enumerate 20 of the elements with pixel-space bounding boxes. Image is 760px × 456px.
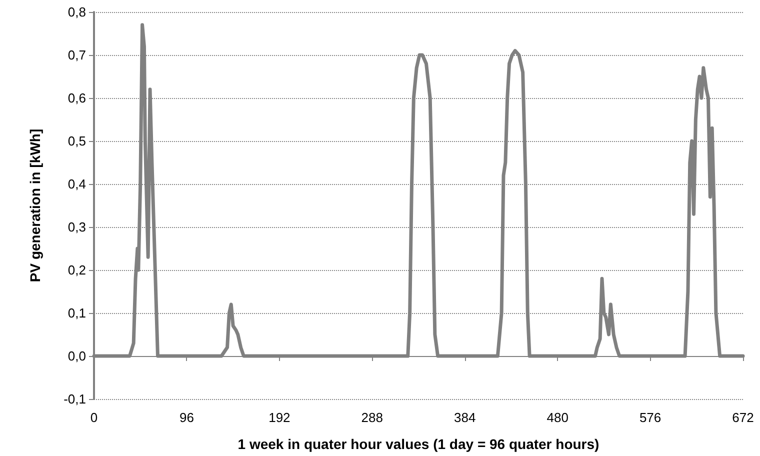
x-tick-label: 96	[179, 410, 194, 425]
y-tick-label: 0,4	[68, 176, 86, 192]
x-tick-label: 288	[361, 410, 383, 425]
y-tick-label: 0,8	[68, 4, 86, 20]
y-tick-label: 0,1	[68, 306, 86, 320]
y-axis-title: PV generation in [kWh]	[27, 128, 43, 282]
y-tick-label: 0,3	[68, 220, 86, 234]
y-tick-label: 0,7	[68, 48, 86, 62]
x-axis-title: 1 week in quater hour values (1 day = 96 quater hours)	[238, 436, 600, 452]
x-tick-label: 192	[268, 410, 290, 425]
y-tick-label: 0,0	[68, 348, 86, 364]
y-tick-label: 0,5	[68, 134, 86, 148]
y-tick-label: 0,2	[68, 262, 86, 278]
x-tick-label: 480	[546, 410, 568, 425]
y-tick-label: 0,6	[68, 90, 86, 106]
x-tick-label: 0	[90, 410, 98, 425]
y-tick-label: -0,1	[64, 392, 86, 406]
x-tick-label: 576	[639, 410, 662, 425]
x-tick-label: 672	[732, 410, 754, 425]
x-tick-label: 384	[454, 410, 476, 425]
